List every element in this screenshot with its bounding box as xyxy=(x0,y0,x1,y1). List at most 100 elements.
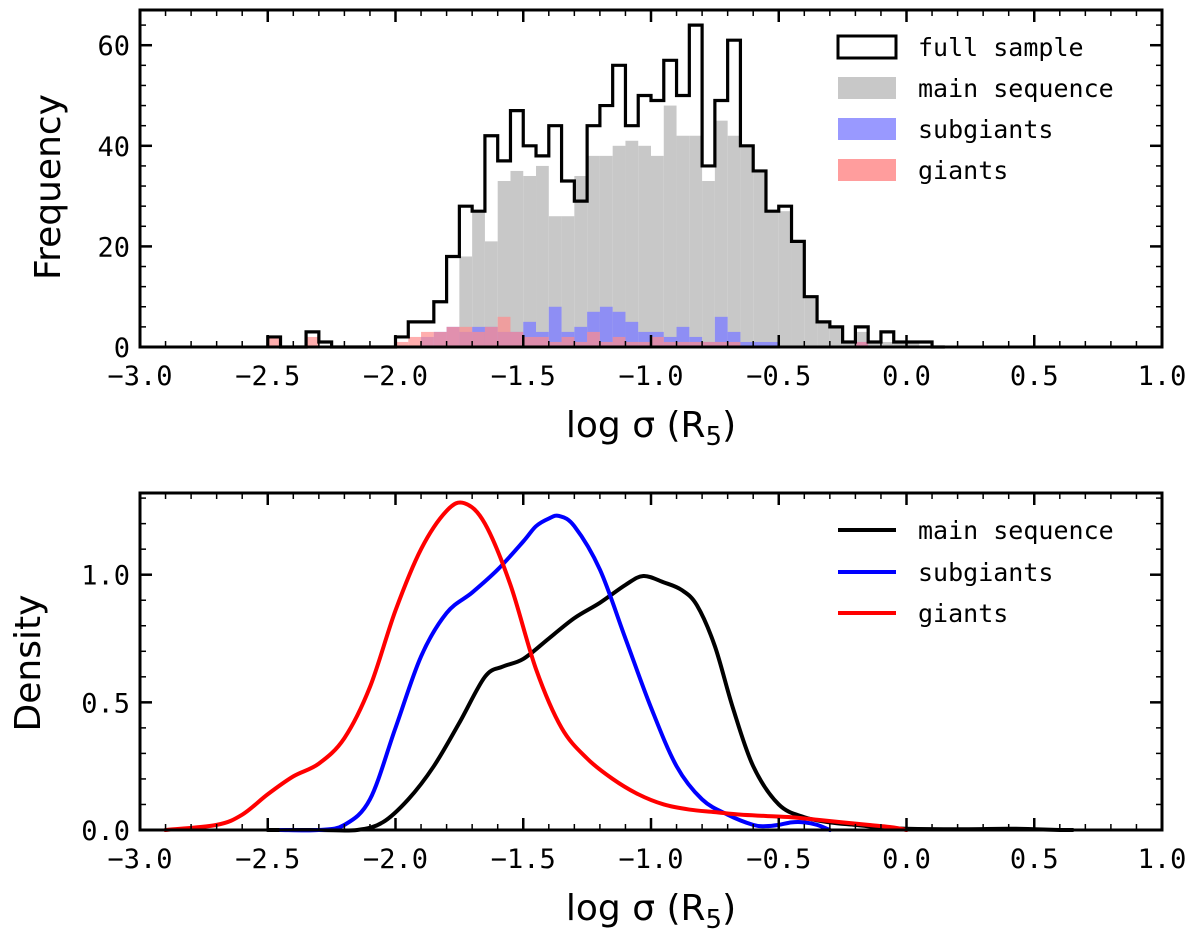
density-y-axis-label: Density xyxy=(8,595,49,732)
legend-label-full-sample: full sample xyxy=(918,33,1084,62)
hist-bar-main-sequence xyxy=(842,341,856,347)
hist-bar-giants xyxy=(574,341,588,347)
histogram-x-tick-labels: −3.0 −2.5 −2.0 −1.5 −1.0 −0.5 0.0 0.5 1.0 xyxy=(107,361,1186,392)
hist-bar-main-sequence xyxy=(625,140,639,347)
density-x-tick-label: 1.0 xyxy=(1138,844,1187,875)
hist-bar-giants xyxy=(395,341,409,347)
legend-label-subgiants: subgiants xyxy=(918,115,1053,144)
hist-bar-main-sequence xyxy=(765,211,779,347)
density-y-tick-labels: 0.0 0.5 1.0 xyxy=(81,561,130,847)
histogram-y-tick-label: 60 xyxy=(97,31,130,62)
legend-label-giants: giants xyxy=(918,156,1008,185)
hist-bar-main-sequence xyxy=(472,211,485,347)
hist-bar-giants xyxy=(714,341,728,347)
histogram-x-tick-label: −3.0 xyxy=(107,361,172,392)
density-x-tick-label: 0.5 xyxy=(1010,844,1059,875)
full-sample-step-line xyxy=(266,23,945,349)
hist-bar-giants xyxy=(727,341,741,347)
hist-bar-main-sequence xyxy=(880,341,894,347)
hist-bar-main-sequence xyxy=(638,145,651,347)
hist-bar-giants xyxy=(510,331,524,347)
hist-bar-main-sequence xyxy=(817,321,830,347)
histogram-y-tick-labels: 0 20 40 60 xyxy=(97,31,130,364)
hist-bar-giants xyxy=(702,341,715,347)
density-x-tick-label: 0.0 xyxy=(882,844,931,875)
hist-bar-main-sequence xyxy=(753,170,766,347)
histogram-legend: full sample main sequence subgiants gian… xyxy=(836,33,1114,185)
histogram-x-tick-label: 0.0 xyxy=(882,361,931,392)
hist-bar-giants xyxy=(612,336,626,347)
hist-bar-giants xyxy=(855,341,869,347)
density-y-tick-label: 1.0 xyxy=(81,561,130,592)
histogram-bars xyxy=(267,105,920,348)
hist-bar-giants xyxy=(306,336,319,347)
hist-bar-main-sequence xyxy=(676,135,690,347)
hist-bar-main-sequence xyxy=(523,175,537,347)
hist-bar-subgiants xyxy=(765,341,779,347)
hist-bar-subgiants xyxy=(548,306,562,347)
hist-bar-main-sequence xyxy=(459,256,473,347)
legend-label-subgiants: subgiants xyxy=(918,558,1053,587)
hist-bar-main-sequence xyxy=(804,296,818,347)
histogram-x-tick-label: −2.5 xyxy=(235,361,300,392)
hist-bar-giants xyxy=(651,336,664,347)
density-x-tick-label: −1.0 xyxy=(618,844,683,875)
hist-bar-main-sequence xyxy=(778,211,792,347)
hist-bar-giants xyxy=(267,336,281,347)
density-x-tick-label: −3.0 xyxy=(107,844,172,875)
density-x-axis-label: log σ (R5) xyxy=(566,888,736,935)
histogram-axes-frame xyxy=(138,8,1164,349)
hist-bar-main-sequence xyxy=(510,170,524,347)
hist-bar-main-sequence xyxy=(497,181,511,347)
density-panel: −3.0 −2.5 −2.0 −1.5 −1.0 −0.5 0.0 0.5 1.0 0.0 0.5… xyxy=(8,491,1186,935)
histogram-x-axis-label: log σ (R5) xyxy=(566,405,736,452)
hist-bar-giants xyxy=(446,326,460,347)
histogram-x-tick-label: −0.5 xyxy=(746,361,811,392)
hist-bar-giants xyxy=(421,331,434,347)
hist-bar-main-sequence xyxy=(727,135,741,347)
density-curves xyxy=(163,500,1075,833)
hist-bar-giants xyxy=(484,326,498,347)
histogram-y-tick-label: 40 xyxy=(97,132,130,163)
hist-bar-giants xyxy=(625,341,639,347)
hist-bar-subgiants xyxy=(599,306,613,347)
kde-line-giants xyxy=(163,500,909,832)
hist-bar-main-sequence xyxy=(893,341,907,347)
hist-bar-main-sequence xyxy=(906,341,920,347)
hist-bar-giants xyxy=(599,341,613,347)
hist-bar-main-sequence xyxy=(740,145,754,347)
histogram-y-axis-label: Frequency xyxy=(28,94,69,280)
density-x-tick-labels: −3.0 −2.5 −2.0 −1.5 −1.0 −0.5 0.0 0.5 1.0 xyxy=(107,844,1186,875)
hist-bar-main-sequence xyxy=(587,155,600,347)
hist-bar-main-sequence xyxy=(599,155,613,347)
hist-bar-giants xyxy=(638,341,651,347)
hist-bar-main-sequence xyxy=(702,181,715,347)
density-x-tick-label: −1.5 xyxy=(491,844,556,875)
hist-bar-main-sequence xyxy=(689,135,703,347)
histogram-x-tick-label: −1.5 xyxy=(491,361,556,392)
hist-bar-main-sequence xyxy=(791,241,805,347)
hist-bar-subgiants xyxy=(753,341,766,347)
histogram-x-tick-label: −1.0 xyxy=(618,361,683,392)
density-x-tick-label: −2.0 xyxy=(363,844,428,875)
hist-bar-giants xyxy=(472,331,485,347)
hist-bar-giants xyxy=(676,341,690,347)
hist-bar-main-sequence xyxy=(651,155,664,347)
density-y-tick-label: 0.0 xyxy=(81,816,130,847)
hist-bar-giants xyxy=(587,331,600,347)
histogram-x-tick-label: −2.0 xyxy=(363,361,428,392)
density-axes-frame xyxy=(138,491,1164,832)
histogram-y-tick-label: 0 xyxy=(114,333,130,364)
legend-swatch-full-sample xyxy=(836,34,898,60)
hist-bar-main-sequence xyxy=(484,241,498,347)
hist-bar-subgiants xyxy=(625,321,639,347)
density-legend: main sequence subgiants giants xyxy=(838,516,1114,628)
histogram-x-tick-label: 1.0 xyxy=(1138,361,1187,392)
legend-label-main-sequence: main sequence xyxy=(918,74,1114,103)
kde-line-subgiants xyxy=(278,513,832,833)
hist-bar-giants xyxy=(523,336,537,347)
legend-swatch-giants xyxy=(838,159,896,181)
hist-bar-main-sequence xyxy=(663,105,677,347)
hist-bar-giants xyxy=(459,326,473,347)
hist-bar-subgiants xyxy=(714,316,728,347)
